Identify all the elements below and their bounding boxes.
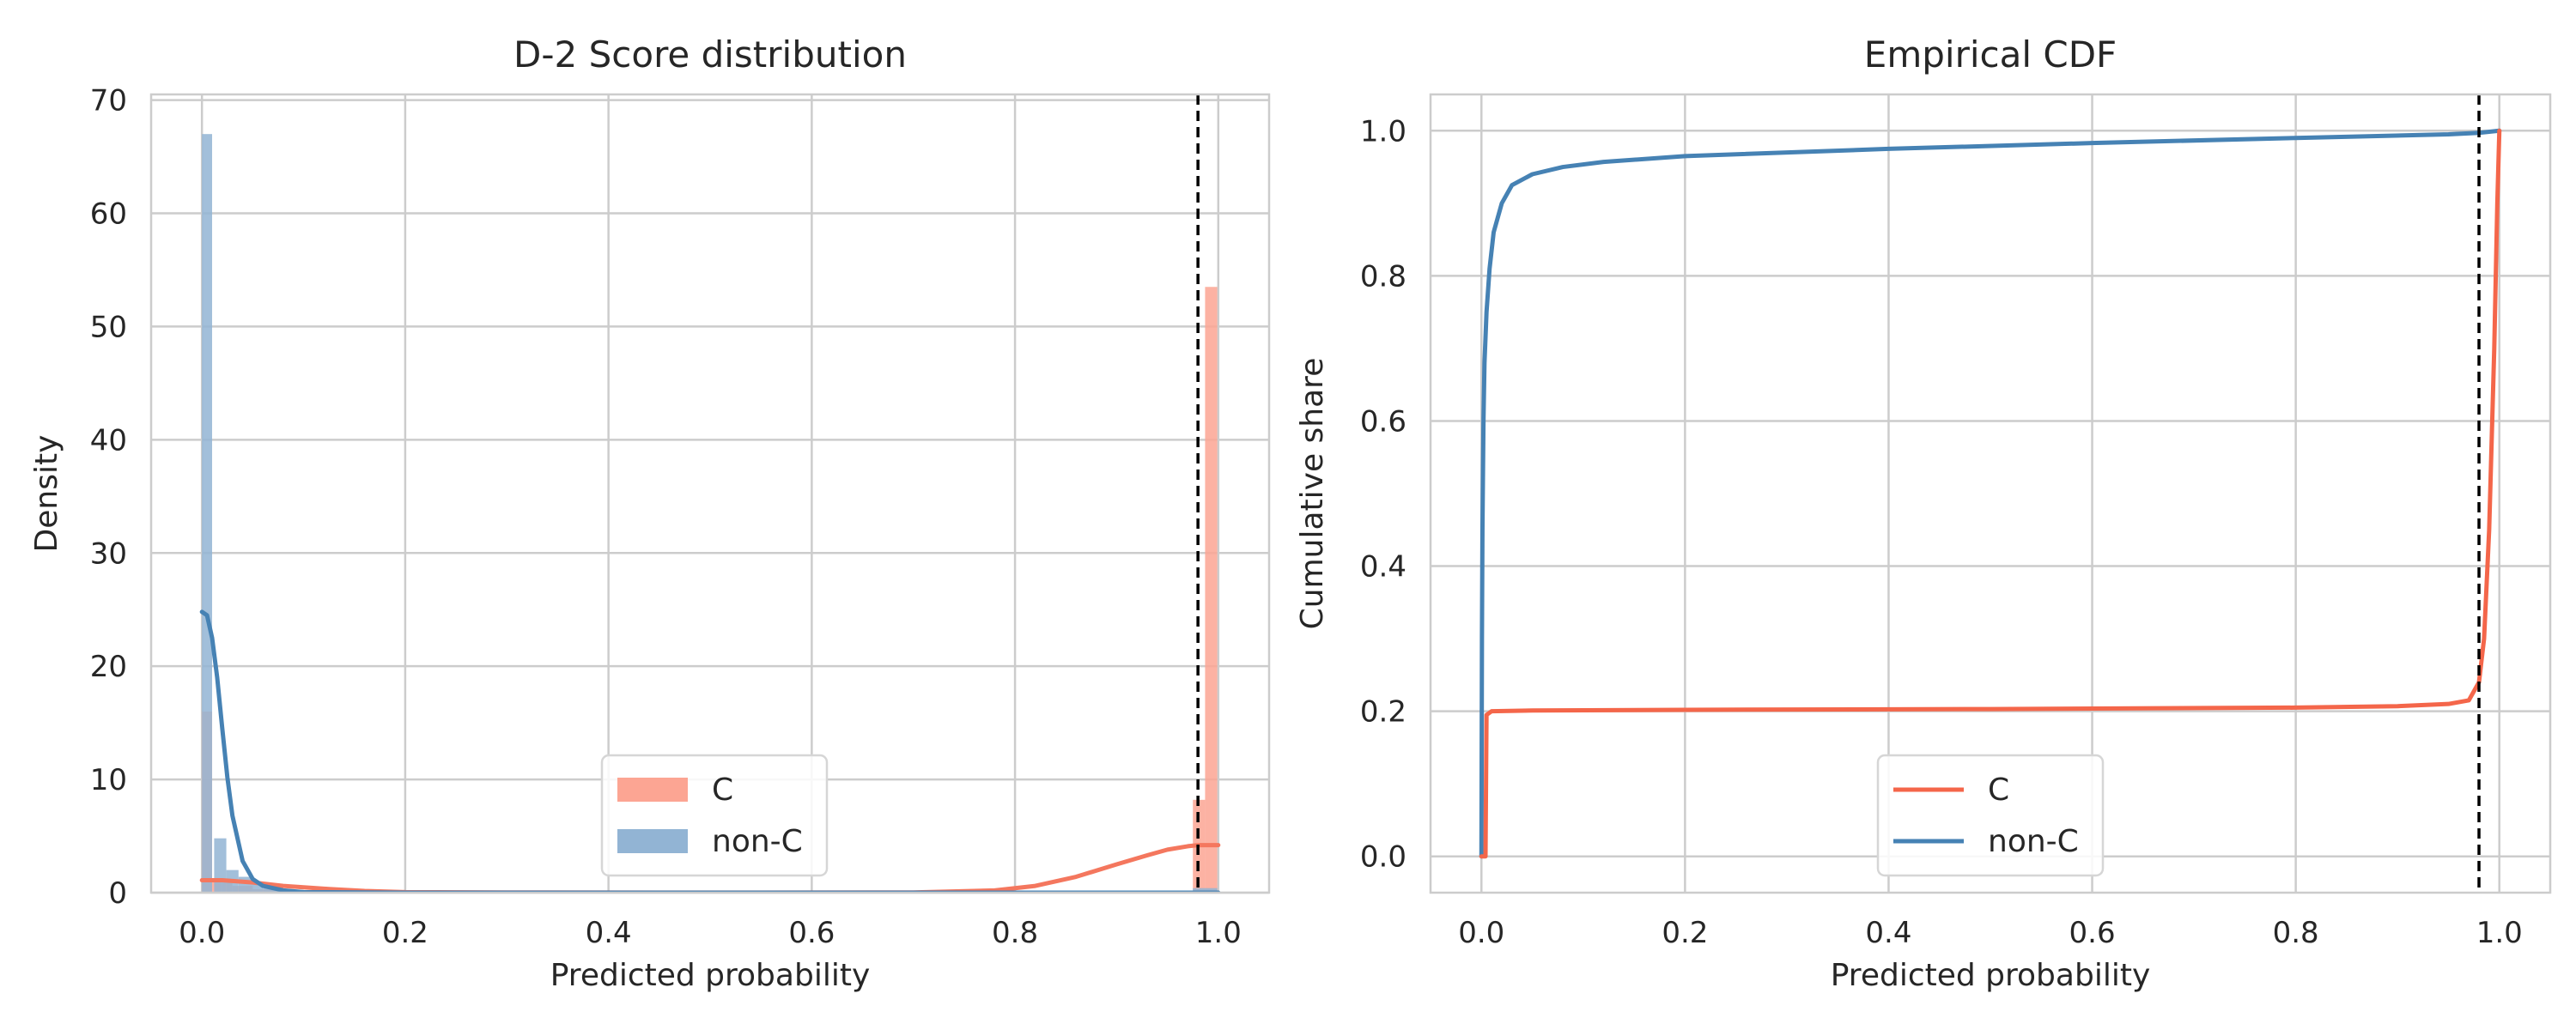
histogram-bar-non-C — [214, 838, 227, 893]
legend-label-non-C: non-C — [1988, 824, 2079, 859]
chart-panel-2: 0.0 0.2 0.4 0.6 0.8 1.0 0.0 0.2 0.4 0.6 0.8 1.0 Empi… — [1295, 33, 2552, 993]
legend-swatch-non-C — [617, 829, 688, 853]
y-axis-label: Density — [29, 435, 64, 553]
y-tick-label: 30 — [90, 536, 127, 571]
y-tick-label: 20 — [90, 650, 127, 684]
x-tick-label: 0.8 — [992, 916, 1038, 950]
legend-label-C: C — [1988, 772, 2009, 808]
histogram-bar-C — [1205, 287, 1218, 893]
x-tick-label: 0.0 — [179, 916, 225, 950]
histogram-bar-non-C — [238, 876, 251, 893]
plot-frame — [1429, 93, 2552, 894]
plot-area — [1479, 128, 2502, 859]
x-tick-label: 0.2 — [1662, 916, 1708, 950]
y-tick-label: 0.6 — [1360, 404, 1406, 439]
y-tick-label: 60 — [90, 197, 127, 232]
y-tick-label: 0.0 — [1360, 840, 1406, 875]
y-tick-label: 0 — [108, 876, 127, 911]
legend-label-C: C — [712, 772, 733, 808]
y-axis-label: Cumulative share — [1295, 358, 1330, 630]
x-tick-label: 1.0 — [2476, 916, 2523, 950]
legend-swatch-C — [617, 778, 688, 802]
histogram-bar-non-C — [263, 888, 283, 893]
cdf-line-non-C — [1479, 128, 2502, 859]
y-tick-label: 0.2 — [1360, 695, 1406, 730]
plot-frame — [149, 93, 1271, 894]
histogram-bar-non-C — [1193, 888, 1218, 893]
x-tick-label: 0.4 — [1865, 916, 1911, 950]
x-tick-label: 0.6 — [2069, 916, 2116, 950]
legend-frame — [1876, 754, 2105, 877]
y-tick-label: 70 — [90, 84, 127, 118]
chart-panel-1: 0.0 0.2 0.4 0.6 0.8 1.0 0 10 20 30 40 50 60 70 D-2 Sco… — [29, 33, 1271, 993]
histogram-bar-non-C — [250, 883, 264, 893]
y-tick-label: 50 — [90, 310, 127, 344]
x-tick-label: 1.0 — [1195, 916, 1242, 950]
y-tick-label: 0.4 — [1360, 550, 1406, 585]
x-tick-label: 0.0 — [1458, 916, 1504, 950]
y-tick-label: 10 — [90, 763, 127, 797]
legend-label-non-C: non-C — [712, 824, 803, 859]
x-axis-label: Predicted probability — [1831, 958, 2151, 993]
chart-title: D-2 Score distribution — [513, 33, 907, 76]
histogram-bar-non-C — [202, 134, 213, 893]
x-tick-label: 0.8 — [2273, 916, 2319, 950]
x-tick-label: 0.6 — [788, 916, 835, 950]
chart-title: Empirical CDF — [1864, 33, 2117, 76]
x-tick-label: 0.4 — [586, 916, 632, 950]
y-tick-label: 40 — [90, 423, 127, 457]
y-tick-label: 1.0 — [1360, 114, 1406, 148]
cdf-line-C — [1479, 128, 2502, 859]
x-tick-label: 0.2 — [382, 916, 428, 950]
x-axis-label: Predicted probability — [550, 958, 871, 993]
y-tick-label: 0.8 — [1360, 259, 1406, 294]
